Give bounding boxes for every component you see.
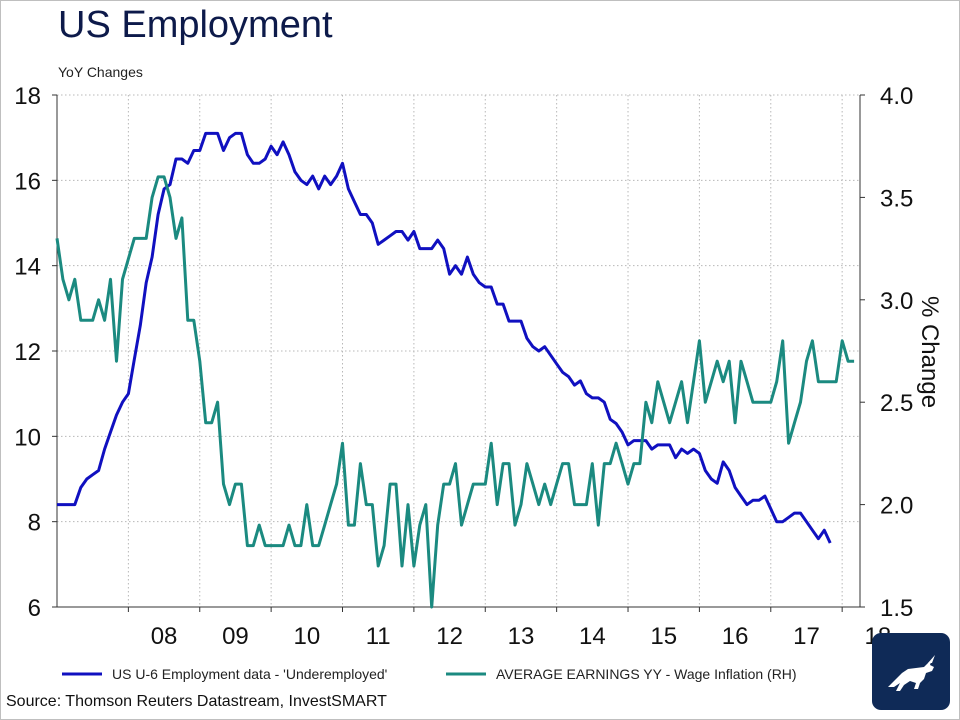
x-tick-label: 10 <box>293 623 320 650</box>
x-tick-label: 09 <box>222 623 249 650</box>
y-left-tick-label: 10 <box>14 424 41 451</box>
series-line-wages <box>55 175 855 609</box>
y-left-tick-label: 6 <box>28 595 41 622</box>
series-line-u6 <box>57 131 832 544</box>
y-right-axis-label: % Change <box>916 296 943 408</box>
y-right-tick-label: 2.0 <box>880 493 913 520</box>
y-right-tick-label: 1.5 <box>880 595 913 622</box>
y-right-tick-label: 4.0 <box>880 83 913 110</box>
x-tick-label: 16 <box>722 623 749 650</box>
axes: 6 8 10 12 14 16 18 1.5 2.0 2.5 3.0 3.5 4.0 08 09 10 11 12… <box>14 83 943 650</box>
series-lines <box>55 131 855 609</box>
y-left-tick-label: 18 <box>14 83 41 110</box>
y-left-tick-label: 12 <box>14 339 41 366</box>
y-right-tick-label: 3.5 <box>880 185 913 212</box>
chart-title: US Employment <box>58 4 333 46</box>
y-left-tick-label: 8 <box>28 510 41 537</box>
x-tick-label: 11 <box>366 623 391 650</box>
y-right-tick-label: 2.5 <box>880 390 913 417</box>
x-tick-label: 13 <box>508 623 535 650</box>
x-tick-label: 12 <box>436 623 463 650</box>
legend: US U-6 Employment data - 'Underemployed'… <box>62 666 797 682</box>
x-tick-label: 08 <box>151 623 178 650</box>
bull-icon <box>888 655 935 691</box>
x-tick-label: 14 <box>579 623 606 650</box>
x-tick-label: 15 <box>650 623 677 650</box>
y-left-tick-label: 14 <box>14 254 41 281</box>
chart-subtitle: YoY Changes <box>58 64 143 80</box>
y-left-tick-label: 16 <box>14 168 41 195</box>
logo-badge <box>872 633 950 710</box>
x-tick-label: 17 <box>793 623 820 650</box>
source-note: Source: Thomson Reuters Datastream, Inve… <box>6 693 387 710</box>
legend-label: US U-6 Employment data - 'Underemployed' <box>112 666 387 682</box>
gridlines <box>57 94 860 607</box>
legend-label: AVERAGE EARNINGS YY - Wage Inflation (RH… <box>496 666 797 682</box>
y-right-tick-label: 3.0 <box>880 288 913 315</box>
